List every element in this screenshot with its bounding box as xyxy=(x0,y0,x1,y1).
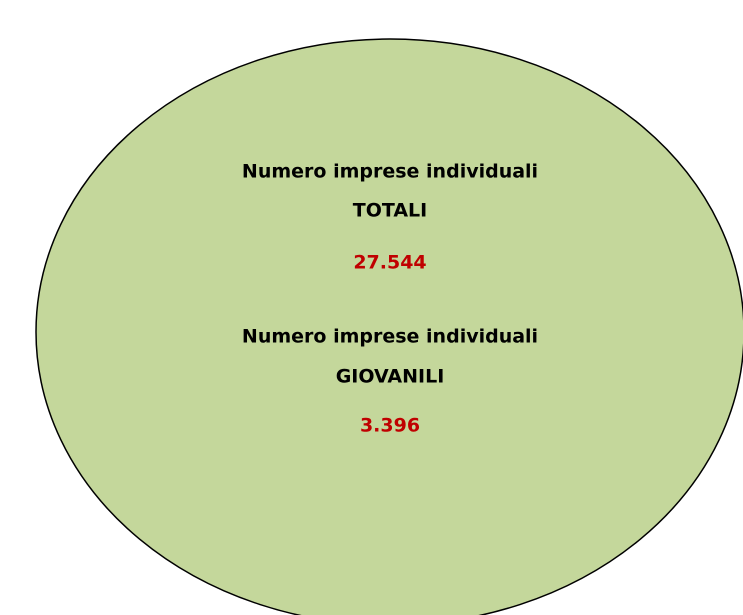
block-label: Numero imprese individuali xyxy=(242,161,538,183)
block-category: TOTALI xyxy=(353,200,427,222)
ellipse xyxy=(35,38,743,615)
block-value: 3.396 xyxy=(360,415,420,437)
block-category: GIOVANILI xyxy=(336,366,445,388)
block-value: 27.544 xyxy=(353,252,426,274)
block-label: Numero imprese individuali xyxy=(242,326,538,348)
